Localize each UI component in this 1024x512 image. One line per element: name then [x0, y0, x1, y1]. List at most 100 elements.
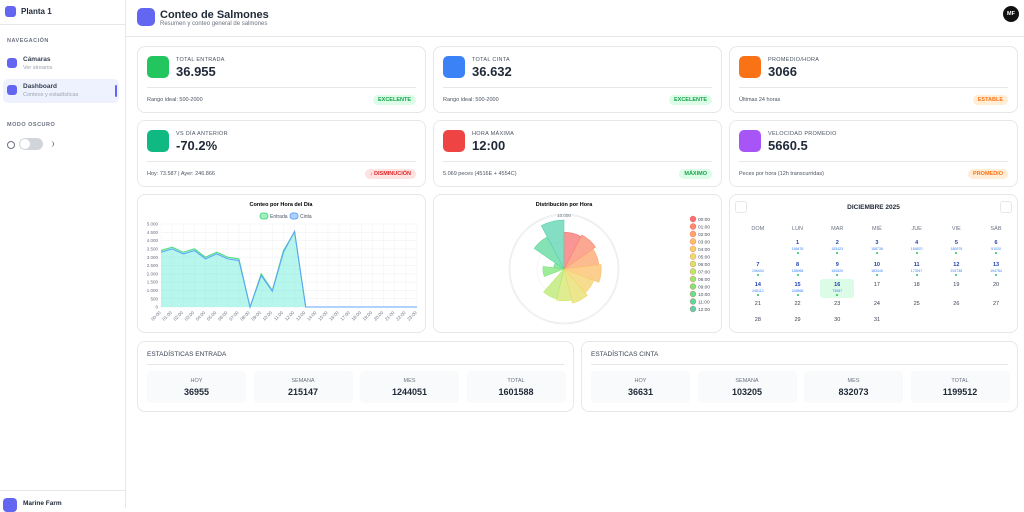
- kpi-card: VELOCIDAD PROMEDIO 5660.5 Peces por hora (…: [729, 120, 1018, 187]
- stats-title: ESTADÍSTICAS ENTRADA: [147, 351, 227, 358]
- polar-wedge: [542, 266, 565, 277]
- kpi-badge: ↓ DISMINUCIÓN: [364, 169, 416, 179]
- kpi-note: Últimas 24 horas: [739, 97, 781, 103]
- nav-item[interactable]: Cámaras Ver streams: [3, 52, 119, 76]
- day-dot: [796, 252, 799, 254]
- legend-label: 06:00: [698, 262, 710, 268]
- chart-title: Conteo por Hora del Día: [250, 202, 314, 208]
- x-tick-label: 21:00: [384, 310, 396, 322]
- calendar-day[interactable]: 14: [754, 282, 761, 288]
- kpi-icon: [739, 130, 761, 152]
- kpi-label: HORA MÁXIMA: [472, 131, 515, 137]
- calendar-day[interactable]: 4: [915, 240, 919, 246]
- day-count: 186965: [791, 268, 804, 273]
- footer-avatar: [3, 498, 17, 512]
- calendar-day[interactable]: 9: [835, 262, 839, 268]
- day-dot: [875, 252, 878, 254]
- calendar-day[interactable]: 10: [873, 262, 880, 268]
- calendar-day[interactable]: 23: [834, 301, 841, 307]
- line-chart: Conteo por Hora del Día Entrada Cinta 0 500 1…: [147, 202, 418, 322]
- kpi-divider: [739, 87, 1008, 88]
- calendar-day[interactable]: 11: [913, 262, 920, 268]
- legend-label: Cinta: [300, 214, 312, 220]
- calendar-day[interactable]: 7: [756, 262, 760, 268]
- calendar-day[interactable]: 21: [754, 301, 761, 307]
- nav-item[interactable]: Dashboard Conteos y estadísticas: [3, 79, 119, 103]
- y-tick-label: 2.000: [147, 271, 159, 276]
- kpi-divider: [443, 87, 712, 88]
- stat-label: HOY: [190, 378, 203, 384]
- nav-label: Cámaras: [23, 56, 51, 63]
- kpi-badge: EXCELENTE: [372, 95, 416, 105]
- calendar-day[interactable]: 30: [834, 317, 841, 323]
- day-count: 194784: [990, 268, 1002, 273]
- avatar[interactable]: MF: [1003, 6, 1019, 22]
- stat-value: 36955: [183, 387, 210, 397]
- calendar-day[interactable]: 19: [953, 282, 960, 288]
- day-count: 184870: [910, 246, 923, 251]
- day-dot: [915, 274, 918, 276]
- day-dot: [995, 274, 998, 276]
- calendar-day[interactable]: 1: [796, 240, 800, 246]
- stat-box: SEMANA 215147: [253, 371, 353, 403]
- calendar-day[interactable]: 17: [873, 282, 880, 288]
- stats-divider: [147, 364, 564, 365]
- legend-swatch: [689, 298, 697, 305]
- kpi-card: PROMEDIO/HORA 3066 Últimas 24 horas ESTABLE: [729, 46, 1018, 113]
- stats-divider: [591, 364, 1008, 365]
- stat-value: 832073: [838, 387, 869, 397]
- x-tick-label: 00:00: [150, 310, 162, 322]
- sun-icon: [7, 141, 15, 149]
- calendar-day[interactable]: 29: [794, 317, 801, 323]
- calendar-nav-button[interactable]: [1000, 201, 1012, 213]
- calendar-day[interactable]: 28: [754, 317, 761, 323]
- calendar-day[interactable]: 31: [873, 317, 880, 323]
- calendar-day[interactable]: 3: [875, 240, 879, 246]
- calendar-day[interactable]: 13: [992, 262, 1000, 268]
- polar-ring: [508, 213, 620, 325]
- kpi-divider: [739, 161, 1008, 162]
- polar-wedge: [563, 268, 588, 304]
- dark-mode-heading: MODO OSCURO: [7, 122, 56, 128]
- calendar-day[interactable]: 22: [794, 301, 801, 307]
- kpi-note: Hoy: 73.587 | Ayer: 246.866: [147, 171, 215, 177]
- day-count: 224738: [950, 268, 963, 273]
- calendar-day[interactable]: 8: [796, 262, 800, 268]
- polar-chart: Distribución por Hora 10.000 00:00 01:0002:…: [508, 202, 710, 325]
- calendar-day[interactable]: 26: [953, 301, 960, 307]
- calendar-day[interactable]: 12: [953, 262, 960, 268]
- kpi-label: PROMEDIO/HORA: [768, 57, 820, 63]
- day-count: 184520: [831, 268, 844, 273]
- day-dot: [796, 294, 799, 296]
- stat-label: TOTAL: [507, 378, 525, 384]
- calendar-day[interactable]: 16: [834, 282, 841, 288]
- sidebar: [0, 0, 126, 508]
- calendar-day[interactable]: 5: [954, 240, 958, 246]
- calendar-day[interactable]: 18: [913, 282, 920, 288]
- kpi-note: Peces por hora (12h transcurridas): [739, 171, 824, 177]
- calendar-day[interactable]: 20: [992, 282, 1000, 288]
- dark-mode-toggle[interactable]: [19, 138, 43, 150]
- legend-swatch: [689, 245, 697, 253]
- x-tick-label: 23:00: [406, 310, 418, 322]
- calendar-day[interactable]: 6: [994, 240, 998, 246]
- x-tick-label: 16:00: [328, 310, 340, 322]
- day-dot: [875, 274, 878, 276]
- calendar-day[interactable]: 27: [992, 301, 1000, 307]
- calendar-day[interactable]: 2: [835, 240, 839, 246]
- calendar-day[interactable]: 24: [873, 301, 880, 307]
- calendar-day[interactable]: 15: [794, 282, 801, 288]
- toggle-knob: [20, 139, 30, 149]
- calendar-day[interactable]: 25: [913, 301, 920, 307]
- stats-card: ESTADÍSTICAS ENTRADA HOY 36955 SEMANA 215147…: [137, 341, 574, 412]
- x-tick-label: 08:00: [239, 310, 251, 322]
- kpi-value: 36.632: [472, 64, 512, 79]
- day-dot: [836, 274, 839, 276]
- polar-wedge: [563, 234, 596, 270]
- legend-label: 10:00: [698, 292, 710, 298]
- day-dot: [796, 274, 799, 276]
- calendar-nav-button[interactable]: [735, 201, 747, 213]
- legend-label: 00:00: [698, 217, 710, 223]
- kpi-label: TOTAL CINTA: [472, 57, 510, 63]
